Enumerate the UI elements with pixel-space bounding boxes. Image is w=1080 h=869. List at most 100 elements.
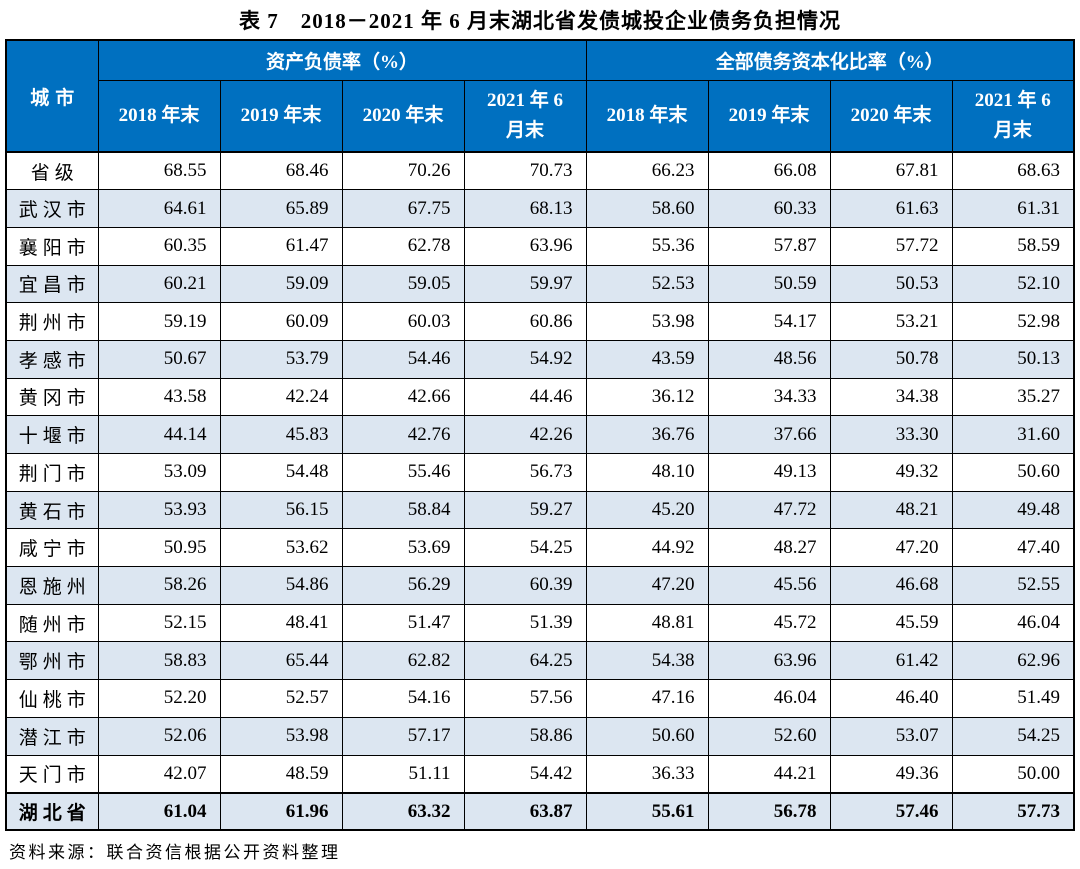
table-row: 宜昌市 60.21 59.09 59.05 59.97 52.53 50.59 50.53 52… [5,264,1075,304]
value-cell: 45.20 [585,490,709,530]
value-cell: 43.58 [97,377,221,417]
value-cell: 45.59 [829,603,953,643]
value-cell: 68.63 [951,151,1075,191]
city-cell: 咸宁市 [5,528,99,568]
value-cell: 54.48 [219,453,343,492]
value-cell: 53.98 [585,302,709,341]
table-title: 表 7 2018－2021 年 6 月末湖北省发债城投企业债务负担情况 [239,9,841,33]
value-cell: 59.27 [463,490,587,530]
value-cell: 63.96 [707,641,831,681]
table-row: 荆门市 53.09 54.48 55.46 56.73 48.10 49.13 49.32 50… [5,453,1075,492]
table-row: 省级 68.55 68.46 70.26 70.73 66.23 66.08 67.81 68.… [5,151,1075,191]
value-cell: 53.07 [829,716,953,756]
value-cell: 54.25 [463,528,587,568]
value-cell: 50.78 [829,339,953,379]
table-row: 十堰市 44.14 45.83 42.76 42.26 36.76 37.66 33.30 31… [5,415,1075,454]
header-group-row: 城市 资产负债率（%） 全部债务资本化比率（%） [5,39,1075,153]
value-cell: 46.68 [829,566,953,605]
value-cell: 54.38 [585,641,709,681]
value-cell: 57.87 [707,226,831,266]
table-row: 黄冈市 43.58 42.24 42.66 44.46 36.12 34.33 34.38 35… [5,377,1075,417]
value-cell: 61.96 [219,791,343,831]
table-row: 潜江市 52.06 53.98 57.17 58.86 50.60 52.60 53.07 54… [5,716,1075,756]
value-cell: 57.56 [463,679,587,718]
value-cell: 54.42 [463,754,587,794]
value-cell: 54.25 [951,716,1075,756]
source-note: 资料来源：联合资信根据公开资料整理 [9,843,341,863]
value-cell: 53.79 [219,339,343,379]
table-row: 湖北省 61.04 61.96 63.32 63.87 55.61 56.78 57.46 57… [5,791,1075,831]
value-cell: 58.84 [341,490,465,530]
city-cell: 宜昌市 [5,264,99,304]
value-cell: 62.96 [951,641,1075,681]
value-cell: 37.66 [707,415,831,454]
value-cell: 61.31 [951,189,1075,228]
value-cell: 58.59 [951,226,1075,266]
city-cell: 潜江市 [5,716,99,756]
value-cell: 48.41 [219,603,343,643]
value-cell: 60.86 [463,302,587,341]
value-cell: 49.32 [829,453,953,492]
value-cell: 48.21 [829,490,953,530]
value-cell: 35.27 [951,377,1075,417]
value-cell: 52.57 [219,679,343,718]
value-cell: 50.53 [829,264,953,304]
value-cell: 52.55 [951,566,1075,605]
value-cell: 52.20 [97,679,221,718]
table-body: 省级 68.55 68.46 70.26 70.73 66.23 66.08 67.81 68.… [5,151,1075,831]
table-header: 城市 资产负债率（%） 全部债务资本化比率（%） 2018 年末 2019 年末… [5,39,1075,153]
value-cell: 57.73 [951,791,1075,831]
value-cell: 58.83 [97,641,221,681]
value-cell: 61.04 [97,791,221,831]
value-cell: 44.46 [463,377,587,417]
value-cell: 61.47 [219,226,343,266]
value-cell: 46.04 [951,603,1075,643]
header-period-2020: 2020 年末 [829,79,953,153]
value-cell: 44.21 [707,754,831,794]
header-period-2018: 2018 年末 [585,79,709,153]
value-cell: 36.12 [585,377,709,417]
table-row: 黄石市 53.93 56.15 58.84 59.27 45.20 47.72 48.21 49… [5,490,1075,530]
value-cell: 48.56 [707,339,831,379]
city-cell: 仙桃市 [5,679,99,718]
value-cell: 50.60 [585,716,709,756]
value-cell: 58.60 [585,189,709,228]
value-cell: 54.16 [341,679,465,718]
value-cell: 55.46 [341,453,465,492]
table-row: 孝感市 50.67 53.79 54.46 54.92 43.59 48.56 50.78 50… [5,339,1075,379]
header-city: 城市 [5,39,99,153]
value-cell: 56.78 [707,791,831,831]
city-cell: 湖北省 [5,791,99,831]
value-cell: 68.46 [219,151,343,191]
value-cell: 61.42 [829,641,953,681]
value-cell: 65.89 [219,189,343,228]
value-cell: 55.61 [585,791,709,831]
value-cell: 47.20 [585,566,709,605]
table-row: 武汉市 64.61 65.89 67.75 68.13 58.60 60.33 61.63 61… [5,189,1075,228]
table-row: 咸宁市 50.95 53.62 53.69 54.25 44.92 48.27 47.20 47… [5,528,1075,568]
value-cell: 52.06 [97,716,221,756]
city-cell: 天门市 [5,754,99,794]
value-cell: 70.26 [341,151,465,191]
value-cell: 48.81 [585,603,709,643]
value-cell: 46.04 [707,679,831,718]
value-cell: 48.27 [707,528,831,568]
city-cell: 荆州市 [5,302,99,341]
value-cell: 52.15 [97,603,221,643]
header-period-2021h1: 2021 年 6 月末 [951,79,1075,153]
value-cell: 36.33 [585,754,709,794]
value-cell: 31.60 [951,415,1075,454]
value-cell: 45.72 [707,603,831,643]
table-row: 仙桃市 52.20 52.57 54.16 57.56 47.16 46.04 46.40 51… [5,679,1075,718]
value-cell: 50.59 [707,264,831,304]
value-cell: 34.38 [829,377,953,417]
city-cell: 孝感市 [5,339,99,379]
city-cell: 恩施州 [5,566,99,605]
value-cell: 42.66 [341,377,465,417]
value-cell: 59.09 [219,264,343,304]
value-cell: 46.40 [829,679,953,718]
value-cell: 53.09 [97,453,221,492]
value-cell: 48.10 [585,453,709,492]
value-cell: 51.11 [341,754,465,794]
